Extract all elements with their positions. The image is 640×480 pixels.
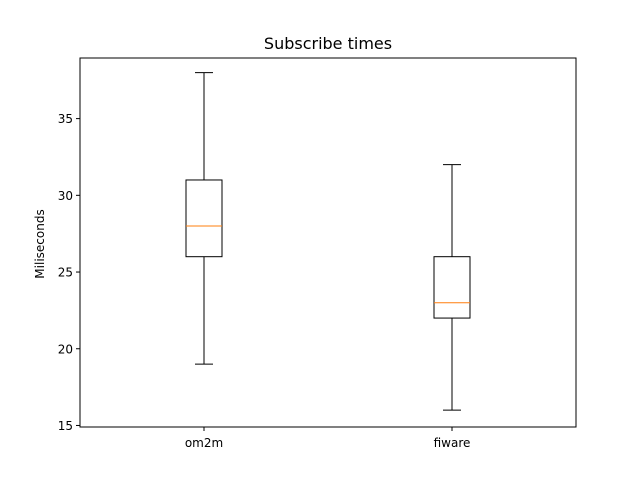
y-tick-label-30: 30	[58, 189, 73, 203]
y-tick-label-15: 15	[58, 419, 73, 433]
box-fiware	[433, 256, 471, 319]
y-axis-label: Miliseconds	[33, 209, 47, 278]
box-om2m	[185, 179, 223, 258]
y-tick-label-20: 20	[58, 342, 73, 356]
y-tick-label-35: 35	[58, 112, 73, 126]
axes-frame	[79, 57, 577, 428]
plot-area: 15 20 25 30 35 om2m fiware	[58, 57, 577, 450]
y-tick-label-25: 25	[58, 266, 73, 280]
x-tick-label-om2m: om2m	[185, 436, 223, 450]
chart-title: Subscribe times	[264, 34, 392, 53]
x-tick-label-fiware: fiware	[434, 436, 471, 450]
